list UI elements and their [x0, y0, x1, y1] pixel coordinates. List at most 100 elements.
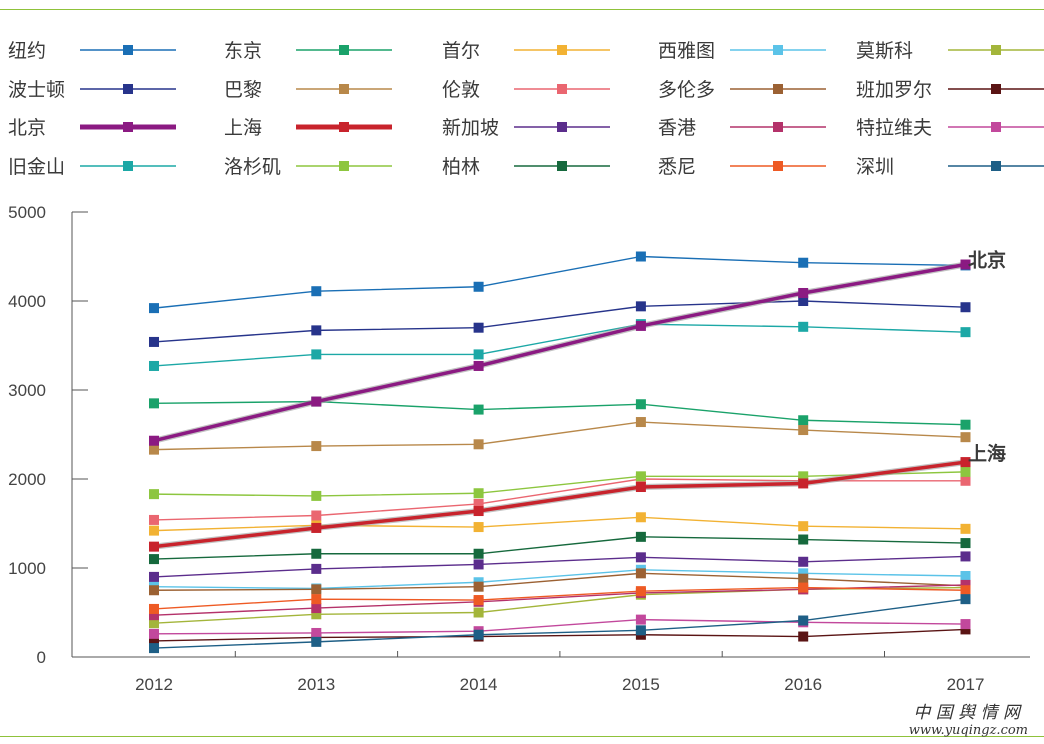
data-point [311, 510, 322, 521]
data-point [960, 624, 971, 635]
legend-label: 北京 [8, 117, 46, 139]
legend-label: 班加罗尔 [856, 79, 932, 101]
data-point [960, 327, 971, 338]
legend-swatch-marker [123, 84, 133, 94]
data-point [149, 336, 159, 347]
legend-label: 特拉维夫 [856, 117, 932, 139]
legend-swatch-marker [557, 161, 567, 171]
data-point [473, 439, 484, 450]
legend-label: 西雅图 [658, 40, 715, 62]
data-point [149, 610, 159, 621]
data-point [149, 398, 159, 409]
data-point [960, 594, 971, 605]
data-point [149, 554, 159, 565]
data-point [960, 466, 971, 477]
data-point [149, 489, 159, 500]
data-point [960, 475, 971, 486]
data-point [473, 488, 484, 499]
data-point [798, 321, 809, 332]
data-point [473, 404, 484, 415]
legend-label: 洛杉矶 [224, 156, 281, 178]
data-point [473, 629, 484, 640]
data-point [311, 490, 322, 501]
data-point [473, 281, 484, 292]
series-line [153, 300, 966, 343]
data-point [473, 559, 484, 570]
y-tick-label: 3000 [8, 381, 46, 400]
legend-swatch-marker [991, 84, 1001, 94]
x-tick-label: 2015 [622, 675, 660, 694]
data-point [473, 360, 484, 371]
data-point [960, 302, 971, 313]
data-point [473, 607, 484, 618]
data-point [473, 322, 484, 333]
data-point [311, 548, 322, 559]
legend-swatch-marker [773, 84, 783, 94]
y-tick-label: 5000 [8, 203, 46, 222]
data-point [311, 627, 322, 638]
data-point [635, 482, 646, 493]
data-point [635, 471, 646, 482]
data-point [635, 301, 646, 312]
series-line [153, 421, 966, 451]
data-point [960, 259, 971, 270]
data-point [798, 257, 809, 268]
data-point [960, 619, 971, 630]
data-point [311, 349, 322, 360]
legend-label: 多伦多 [658, 79, 715, 101]
series-line [153, 471, 966, 497]
series-line [153, 598, 966, 649]
data-point [960, 571, 971, 582]
data-point [311, 603, 322, 614]
data-point [635, 614, 646, 625]
data-point [798, 582, 809, 593]
series-line [153, 255, 966, 309]
series-line [153, 618, 966, 635]
data-point [635, 586, 646, 597]
legend-label: 香港 [658, 117, 696, 139]
data-point [149, 541, 159, 552]
end-label-shanghai: 上海 [968, 442, 1006, 465]
data-point [635, 417, 646, 428]
data-point [798, 556, 809, 567]
data-point [635, 568, 646, 579]
legend-swatch-marker [991, 45, 1001, 55]
legend-label: 巴黎 [224, 79, 262, 101]
data-point [473, 595, 484, 606]
data-point [960, 551, 971, 562]
data-point [960, 457, 971, 468]
x-tick-label: 2013 [297, 675, 335, 694]
series-line [153, 628, 966, 642]
data-point [149, 585, 159, 596]
data-point [473, 349, 484, 360]
data-point [149, 303, 159, 314]
legend-swatch-marker [123, 161, 133, 171]
data-point [960, 432, 971, 443]
legend-swatch-marker [339, 84, 349, 94]
data-point [149, 525, 159, 536]
legend-swatch-marker [557, 45, 567, 55]
y-tick-label: 4000 [8, 292, 46, 311]
data-point [635, 552, 646, 563]
data-point [635, 531, 646, 542]
top-rule [0, 9, 1044, 10]
legend-swatch-marker [773, 45, 783, 55]
data-point [798, 534, 809, 545]
series-line [153, 586, 966, 610]
data-point [311, 563, 322, 574]
legend-label: 上海 [224, 117, 262, 139]
data-point [798, 471, 809, 482]
legend-label: 纽约 [8, 40, 46, 62]
x-tick-label: 2016 [784, 675, 822, 694]
data-point [798, 568, 809, 579]
series-line [153, 586, 966, 624]
legend-swatch-marker [773, 161, 783, 171]
legend-swatch-marker [339, 122, 349, 132]
data-point [798, 521, 809, 532]
bottom-rule [0, 736, 1044, 737]
legend-label: 新加坡 [442, 117, 499, 139]
series-line [153, 460, 966, 549]
end-label-beijing: 北京 [968, 249, 1006, 272]
data-point [635, 320, 646, 331]
